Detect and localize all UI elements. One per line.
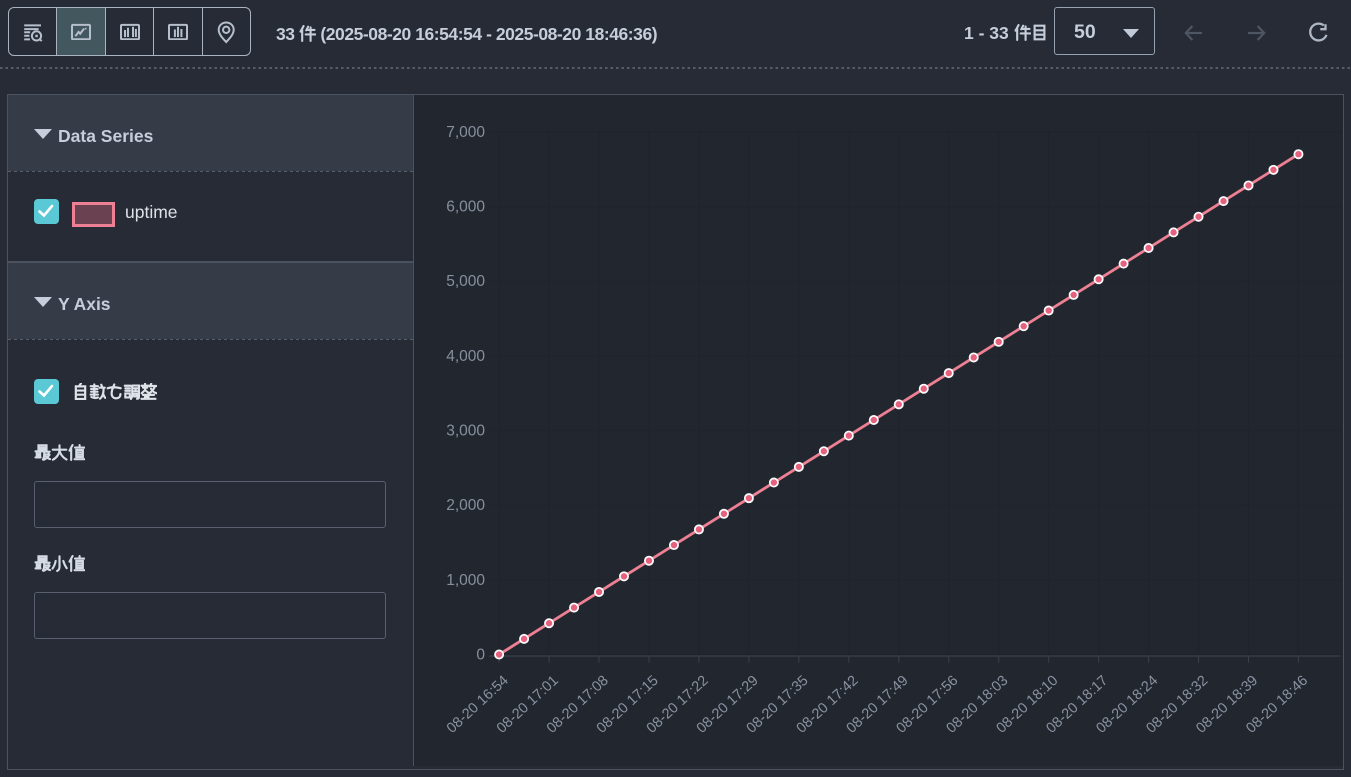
- svg-text:6,000: 6,000: [446, 199, 485, 216]
- svg-text:2,000: 2,000: [446, 497, 485, 514]
- svg-text:3,000: 3,000: [446, 423, 485, 440]
- svg-text:4,000: 4,000: [446, 348, 485, 365]
- svg-text:7,000: 7,000: [446, 124, 485, 141]
- svg-text:0: 0: [476, 647, 485, 664]
- svg-text:5,000: 5,000: [446, 273, 485, 290]
- svg-text:1,000: 1,000: [446, 572, 485, 589]
